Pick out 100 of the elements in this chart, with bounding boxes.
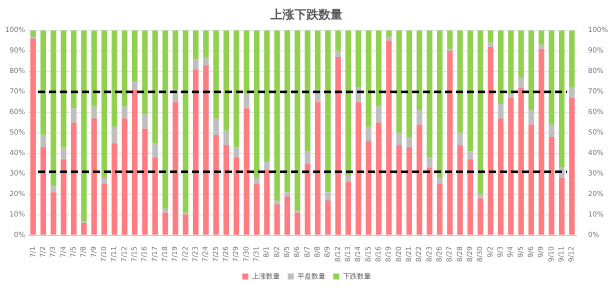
bar [192, 30, 199, 60]
bar [274, 204, 280, 235]
bar [81, 30, 87, 221]
bar [213, 30, 219, 118]
bar [467, 151, 474, 160]
bar [172, 102, 178, 235]
bar [335, 50, 341, 58]
bar [335, 30, 341, 51]
bar [538, 44, 544, 49]
bar [325, 192, 331, 200]
bar [40, 134, 46, 148]
bar [498, 30, 504, 104]
bar [569, 88, 575, 98]
bar [436, 184, 443, 235]
bar [386, 40, 392, 235]
bar [548, 136, 554, 235]
bar [366, 141, 372, 235]
bar [478, 198, 484, 235]
bar [60, 159, 66, 235]
bar [162, 30, 168, 209]
bar [366, 30, 372, 127]
bar [538, 30, 544, 45]
bar [162, 212, 168, 235]
bar [244, 94, 250, 108]
bar [152, 157, 158, 235]
bar [60, 30, 66, 148]
bar [356, 102, 362, 235]
bar [376, 106, 382, 123]
bar [335, 57, 341, 235]
bar [81, 222, 87, 235]
bar [478, 194, 484, 198]
bar [284, 192, 290, 196]
bar [538, 48, 544, 235]
bar [70, 122, 77, 235]
bar [112, 143, 118, 235]
bar [122, 30, 128, 106]
bar [132, 82, 138, 90]
bar [569, 98, 575, 235]
bar [30, 30, 36, 37]
bar [40, 30, 46, 135]
bar [569, 30, 575, 88]
bar [314, 30, 321, 90]
bar [376, 122, 382, 235]
bar [467, 159, 474, 235]
bar [70, 30, 77, 108]
bar [488, 46, 494, 235]
bar [152, 143, 158, 158]
bar [91, 30, 97, 106]
bar [488, 30, 494, 43]
bar [172, 30, 178, 90]
bar [264, 162, 270, 170]
bar [132, 90, 138, 235]
bar [264, 170, 270, 235]
bar [345, 176, 352, 182]
bar [314, 102, 321, 235]
bar [345, 182, 352, 235]
bar [498, 104, 504, 118]
bar [192, 59, 199, 70]
bar [508, 94, 514, 98]
bar [426, 30, 432, 158]
bar [274, 200, 280, 205]
bar [142, 128, 148, 235]
bar [152, 30, 158, 144]
bar [396, 145, 402, 235]
bar [436, 30, 443, 178]
bar [508, 30, 514, 94]
bar [416, 124, 422, 235]
bar [416, 110, 422, 125]
bar [192, 69, 199, 235]
bar [101, 30, 108, 178]
bar [254, 30, 260, 178]
bar [416, 30, 422, 110]
bar [457, 132, 463, 146]
bar [478, 30, 484, 194]
bar [518, 30, 524, 78]
bar [234, 157, 240, 235]
bar [325, 200, 331, 235]
bar [386, 36, 392, 41]
bar [396, 30, 402, 133]
bar [264, 30, 270, 162]
bar [325, 30, 331, 192]
bar [203, 57, 209, 66]
bar [366, 126, 372, 142]
bar [436, 178, 443, 184]
bar [50, 186, 56, 192]
bar [284, 196, 290, 235]
bar [457, 145, 463, 235]
bar [396, 132, 402, 146]
bar [356, 30, 362, 88]
bar [528, 30, 534, 110]
bar [294, 30, 300, 211]
bar [447, 30, 453, 49]
bar [182, 214, 188, 235]
bar [223, 130, 230, 146]
bar [304, 30, 310, 152]
bar [142, 114, 148, 129]
bar [223, 145, 230, 235]
bar [304, 151, 310, 164]
bar [528, 124, 534, 235]
bar [203, 30, 209, 58]
